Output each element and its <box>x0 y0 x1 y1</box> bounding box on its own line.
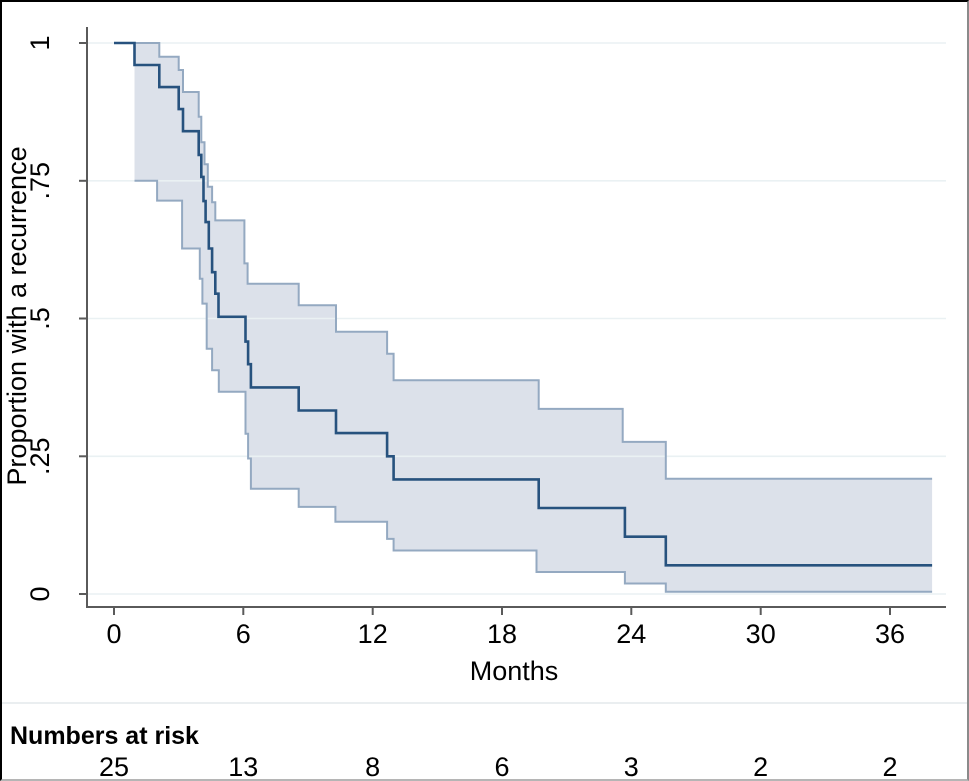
y-axis-title: Proportion with a recurrence <box>2 146 32 485</box>
risk-count: 13 <box>228 752 258 779</box>
gridline-layer <box>87 42 946 595</box>
y-tick-label: .75 <box>25 162 55 200</box>
y-tick-label: .25 <box>25 437 55 475</box>
x-tick-label: 12 <box>358 619 388 649</box>
risk-count: 25 <box>99 752 129 779</box>
x-tick-label: 30 <box>746 619 776 649</box>
numbers-at-risk-header: Numbers at risk <box>10 722 199 750</box>
survival-estimate-line <box>114 41 933 567</box>
risk-count: 6 <box>494 752 509 779</box>
axis-layer <box>79 27 946 615</box>
x-tick-label: 24 <box>616 619 646 649</box>
risk-count: 2 <box>753 752 768 779</box>
numbers-at-risk-row: 25 13 8 6 3 2 2 <box>99 752 898 779</box>
y-tick-label: .5 <box>25 307 55 330</box>
x-axis-title: Months <box>470 656 559 686</box>
risk-count: 8 <box>365 752 380 779</box>
curve-layer <box>114 41 933 593</box>
tick-label-layer: 0 6 12 18 24 30 36 0 .25 .5 .75 1 <box>25 35 905 649</box>
confidence-band-layer <box>134 43 933 592</box>
risk-count: 3 <box>624 752 639 779</box>
y-tick-label: 0 <box>25 586 55 601</box>
ci-lower-line <box>134 179 933 593</box>
x-tick-label: 36 <box>875 619 905 649</box>
confidence-band <box>134 43 933 592</box>
risk-count: 2 <box>882 752 897 779</box>
ci-upper-line <box>134 42 933 480</box>
x-tick-label: 6 <box>236 619 251 649</box>
x-tick-label: 18 <box>487 619 517 649</box>
y-tick-label: 1 <box>25 35 55 50</box>
x-tick-label: 0 <box>106 619 121 649</box>
